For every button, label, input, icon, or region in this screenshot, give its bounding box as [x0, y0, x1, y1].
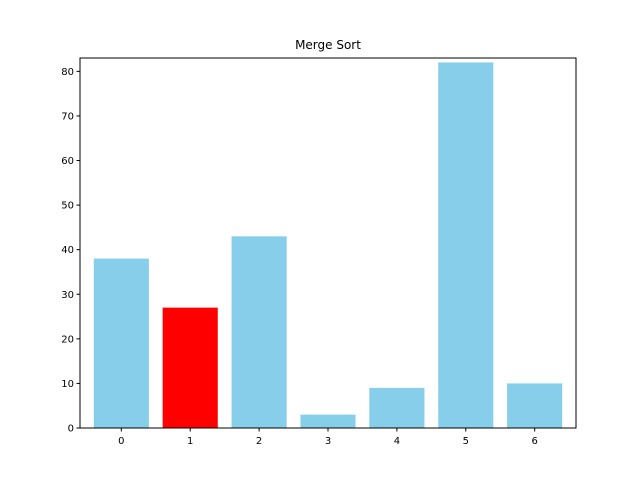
y-tick-label: 60: [61, 156, 74, 167]
chart-title: Merge Sort: [295, 38, 361, 52]
x-tick-label: 6: [531, 436, 537, 447]
y-axis: 0 10 20 30 40 50 60 70 80: [61, 67, 80, 435]
x-axis: 0 1 2 3 4 5 6: [118, 428, 538, 447]
y-tick-label: 50: [61, 201, 74, 212]
y-tick-label: 40: [61, 245, 74, 256]
bar-1: [162, 307, 218, 428]
bar-0: [93, 258, 149, 428]
plot-frame: [79, 57, 577, 429]
y-tick-label: 0: [68, 424, 74, 435]
bar-2: [231, 236, 287, 428]
y-tick-label: 70: [61, 111, 74, 122]
y-tick-label: 30: [61, 290, 74, 301]
x-tick-label: 2: [256, 436, 262, 447]
bars-group: [93, 62, 563, 429]
bar-3: [300, 414, 356, 428]
x-tick-label: 3: [325, 436, 331, 447]
x-tick-label: 1: [187, 436, 193, 447]
bar-5: [438, 62, 494, 429]
y-tick-label: 80: [61, 67, 74, 78]
x-tick-label: 0: [118, 436, 124, 447]
y-tick-label: 10: [61, 379, 74, 390]
x-tick-label: 5: [463, 436, 469, 447]
y-tick-label: 20: [61, 334, 74, 345]
bar-6: [507, 383, 563, 428]
x-tick-label: 4: [394, 436, 400, 447]
bar-4: [369, 387, 425, 428]
